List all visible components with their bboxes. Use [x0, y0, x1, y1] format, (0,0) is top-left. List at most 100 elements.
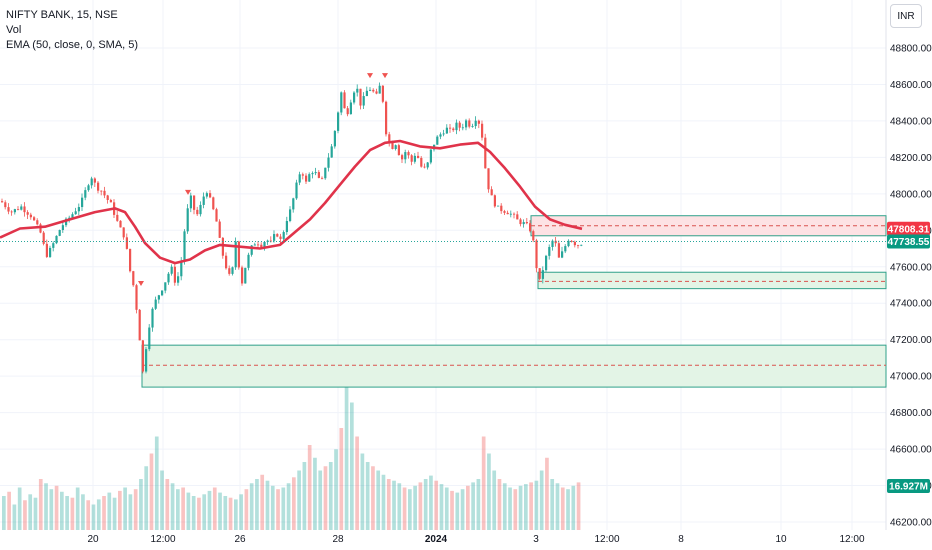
- volume-bar: [144, 466, 149, 530]
- candle-body: [324, 167, 327, 179]
- candle-body: [519, 219, 522, 225]
- candle-body: [231, 267, 234, 274]
- candle-body: [39, 224, 42, 233]
- candle-body: [362, 96, 365, 106]
- candle-body: [279, 236, 282, 239]
- candle-body: [570, 240, 573, 242]
- candle-body: [81, 197, 84, 208]
- volume-bar: [466, 485, 470, 530]
- candle-body: [23, 206, 26, 213]
- candle-body: [61, 225, 64, 230]
- currency-selector[interactable]: INR: [890, 4, 922, 28]
- volume-bar: [255, 479, 259, 530]
- volume-bar: [128, 494, 133, 530]
- candle-body: [535, 240, 538, 269]
- volume-bar: [402, 487, 407, 530]
- candle-body: [564, 246, 567, 252]
- candle-body: [45, 243, 48, 257]
- y-tick-label: 48600.00: [890, 80, 932, 91]
- candle-body: [471, 126, 474, 127]
- candle-body: [221, 237, 224, 256]
- candle-body: [119, 220, 122, 228]
- candle-body: [263, 242, 266, 248]
- volume-bar: [223, 496, 228, 530]
- candle-body: [490, 189, 493, 196]
- volume-bar: [545, 457, 549, 530]
- candle-body: [404, 152, 407, 160]
- candle-body: [55, 235, 58, 244]
- candle-body: [17, 209, 20, 210]
- volume-bar: [318, 470, 323, 530]
- candle-body: [327, 157, 330, 168]
- volume-bar: [408, 489, 412, 530]
- candle-body: [71, 214, 74, 218]
- volume-bar: [12, 504, 17, 530]
- candle-body: [36, 220, 39, 225]
- volume-bar: [455, 492, 460, 530]
- candle-body: [551, 240, 554, 247]
- x-tick-label: 8: [678, 534, 684, 545]
- time-axis[interactable]: 20 12:00 26 28 2024 3 12:00 8 10 12:00: [87, 534, 865, 545]
- last-price-badge-bg: [887, 234, 930, 249]
- candle-body: [135, 285, 138, 310]
- candle-body: [385, 101, 388, 135]
- x-tick-label: 12:00: [594, 534, 619, 545]
- volume-bar: [7, 491, 11, 530]
- candle-body: [292, 198, 295, 210]
- volume-bar: [502, 483, 507, 530]
- ema-line: [0, 139, 583, 265]
- candle-body: [548, 246, 551, 256]
- candle-body: [205, 193, 208, 197]
- volume-bar: [371, 466, 375, 530]
- candle-body: [225, 255, 228, 269]
- volume-bar: [23, 500, 27, 530]
- candle-body: [311, 173, 314, 175]
- volume-bar: [376, 470, 381, 530]
- volume-bar: [460, 489, 465, 530]
- volume-badge-bg: [887, 479, 930, 493]
- candle-body: [308, 174, 311, 182]
- candle-body: [285, 221, 288, 233]
- candle-body: [321, 177, 324, 179]
- volume-bar: [181, 487, 185, 530]
- candle-body: [420, 157, 423, 167]
- candle-body: [125, 237, 128, 249]
- candle-body: [369, 89, 372, 91]
- volume-badge: 16.927M: [889, 482, 928, 493]
- volume-bar: [328, 462, 333, 530]
- volume-bar: [260, 474, 265, 530]
- candle-body: [189, 195, 192, 209]
- volume-bar: [534, 480, 539, 530]
- volume-bar: [28, 494, 33, 530]
- volume-bar: [218, 492, 222, 530]
- volume-bar: [397, 483, 402, 530]
- candle-body: [445, 127, 448, 134]
- candle-body: [177, 276, 180, 283]
- legend-ema[interactable]: EMA (50, close, 0, SMA, 5): [6, 39, 139, 51]
- candle-body: [516, 214, 519, 220]
- candle-body: [33, 217, 36, 221]
- candle-body: [10, 211, 13, 213]
- volume-bar: [355, 436, 359, 530]
- volume-bar: [249, 483, 254, 530]
- volume-bar: [149, 453, 154, 530]
- y-tick-label: 48000.00: [890, 189, 932, 200]
- candle-body: [20, 206, 23, 210]
- candle-body: [378, 85, 381, 94]
- legend-volume[interactable]: Vol: [6, 24, 22, 36]
- legend-symbol[interactable]: NIFTY BANK, 15, NSE: [6, 9, 118, 21]
- volume-bar: [239, 494, 243, 530]
- volume-bar: [339, 428, 344, 530]
- price-axis[interactable]: 48800.00 48600.00 48400.00 48200.00 48000.00…: [890, 44, 932, 529]
- volume-bar: [360, 453, 365, 530]
- candle-body: [397, 145, 400, 156]
- candle-body: [276, 234, 279, 237]
- x-tick-label: 12:00: [839, 534, 864, 545]
- candle-body: [525, 222, 528, 224]
- volume-bar: [270, 485, 275, 530]
- y-tick-label: 48400.00: [890, 116, 932, 127]
- candle-body: [497, 205, 500, 207]
- candle-body: [333, 130, 336, 147]
- candle-body: [282, 232, 285, 239]
